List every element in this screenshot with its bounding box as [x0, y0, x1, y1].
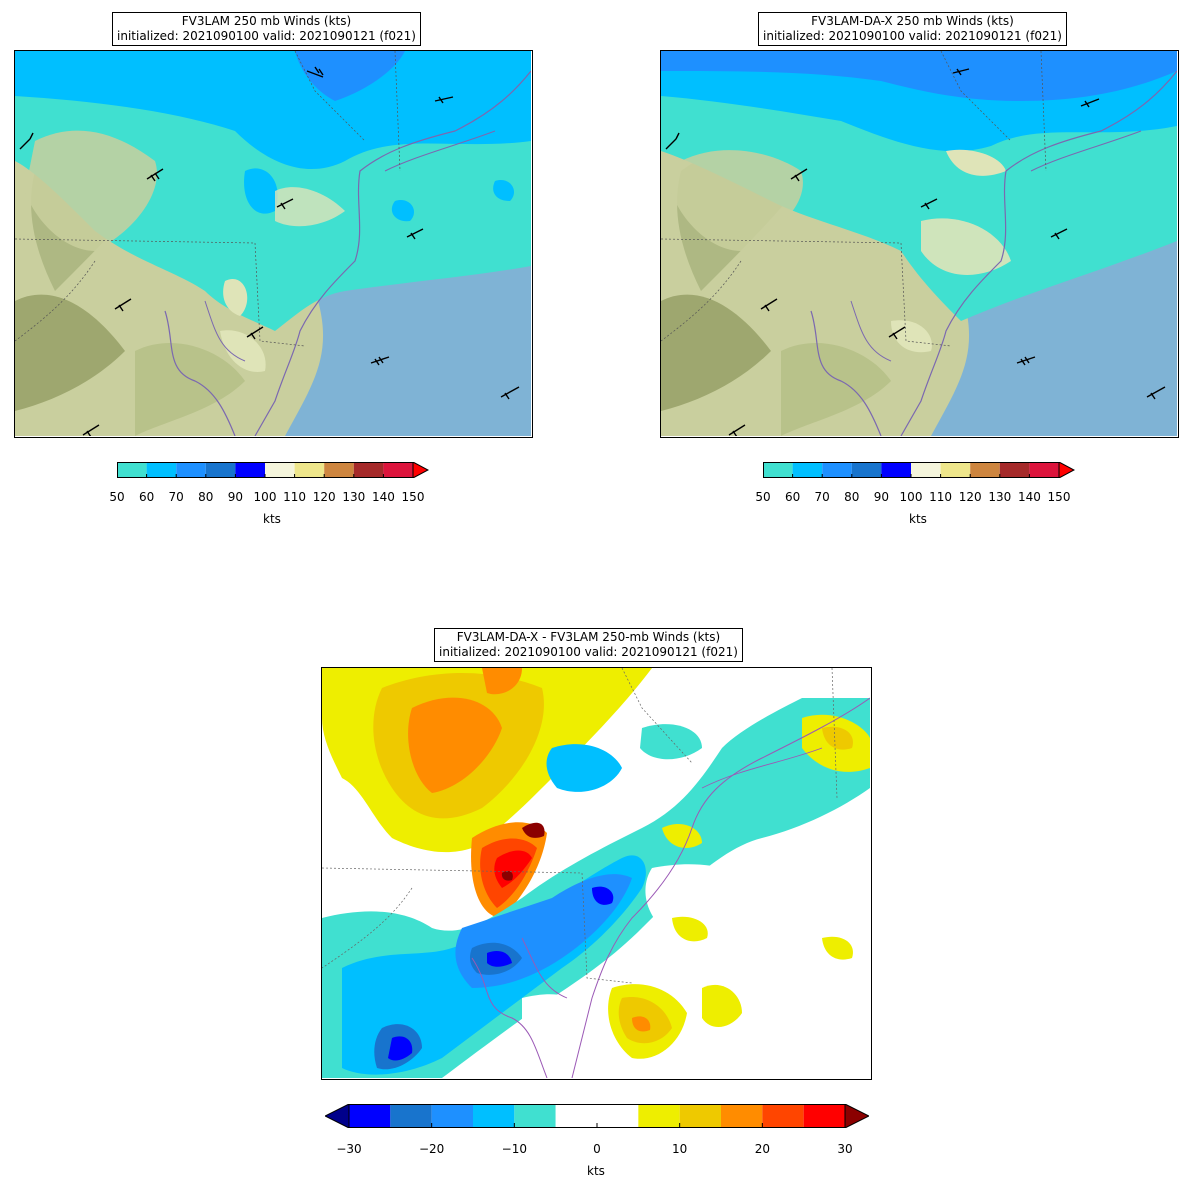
colorbar-tick-label: 110 — [283, 490, 307, 504]
colorbar-tick-label: 140 — [371, 490, 395, 504]
colorbar-segment — [803, 1104, 845, 1128]
colorbar-segment — [353, 462, 384, 478]
wind-barbs — [665, 68, 1166, 436]
panel2-map — [660, 50, 1179, 438]
colorbar-segment — [597, 1104, 639, 1128]
colorbar-tick-label: 140 — [1017, 490, 1041, 504]
panel3-colorbar-unit: kts — [587, 1164, 605, 1178]
colorbar-tick-label: 10 — [672, 1142, 688, 1156]
colorbar-tick-label: 100 — [899, 490, 923, 504]
colorbar-tick-label: 120 — [958, 490, 982, 504]
colorbar-segment — [940, 462, 971, 478]
colorbar-tick-label: 150 — [401, 490, 425, 504]
colorbar-segment — [970, 462, 1000, 478]
colorbar-segment — [235, 462, 265, 478]
colorbar-extend-low — [323, 1103, 350, 1129]
panel2-title: FV3LAM-DA-X 250 mb Winds (kts) initializ… — [758, 12, 1067, 46]
colorbar-tick-label: 70 — [168, 490, 184, 504]
colorbar-tick-label: −10 — [501, 1142, 527, 1156]
colorbar-tick-label: 0 — [593, 1142, 601, 1156]
colorbar-segment — [146, 462, 177, 478]
panel1-colorbar — [116, 461, 430, 479]
colorbar-segment — [383, 462, 413, 478]
colorbar-tick-label: 110 — [929, 490, 953, 504]
colorbar-segment — [176, 462, 206, 478]
colorbar-segment — [294, 462, 325, 478]
colorbar-segment — [762, 1104, 804, 1128]
colorbar-segment — [555, 1104, 597, 1128]
colorbar-tick-label: 100 — [253, 490, 277, 504]
colorbar-segment — [911, 462, 941, 478]
colorbar-segment — [792, 462, 823, 478]
panel2-colorbar — [762, 461, 1076, 479]
colorbar-segment — [881, 462, 911, 478]
panel1-map — [14, 50, 533, 438]
colorbar-tick-label: 60 — [784, 490, 801, 504]
colorbar-extend-high — [412, 461, 430, 479]
colorbar-tick-label: 60 — [138, 490, 155, 504]
panel3-title: FV3LAM-DA-X - FV3LAM 250-mb Winds (kts) … — [434, 628, 743, 662]
colorbar-extend-high — [1058, 461, 1076, 479]
colorbar-segment — [679, 1104, 721, 1128]
colorbar-tick-label: −20 — [418, 1142, 445, 1156]
colorbar-tick-label: 90 — [873, 490, 890, 504]
colorbar-segment — [117, 462, 147, 478]
colorbar-tick-label: 90 — [227, 490, 244, 504]
colorbar-segment — [514, 1104, 556, 1128]
colorbar-segment — [205, 462, 236, 478]
panel2-colorbar-unit: kts — [909, 512, 927, 526]
colorbar-tick-label: −30 — [336, 1142, 362, 1156]
colorbar-segment — [999, 462, 1030, 478]
colorbar-segment — [431, 1104, 473, 1128]
colorbar-tick-label: 150 — [1047, 490, 1071, 504]
colorbar-segment — [851, 462, 882, 478]
colorbar-extend-high — [844, 1103, 871, 1129]
colorbar-segment — [265, 462, 295, 478]
colorbar-tick-label: 70 — [814, 490, 830, 504]
colorbar-tick-label: 20 — [754, 1142, 770, 1156]
colorbar-segment — [763, 462, 793, 478]
colorbar-segment — [390, 1104, 432, 1128]
colorbar-tick-label: 120 — [312, 490, 336, 504]
colorbar-segment — [324, 462, 354, 478]
colorbar-tick-label: 50 — [755, 490, 771, 504]
colorbar-tick-label: 130 — [988, 490, 1012, 504]
colorbar-segment — [1029, 462, 1059, 478]
colorbar-segment — [638, 1104, 680, 1128]
wind-barbs — [19, 66, 520, 436]
panel1-colorbar-unit: kts — [263, 512, 281, 526]
colorbar-tick-label: 80 — [844, 490, 860, 504]
colorbar-segment — [721, 1104, 763, 1128]
colorbar-segment — [349, 1104, 391, 1128]
colorbar-tick-label: 130 — [342, 490, 366, 504]
colorbar-segment — [473, 1104, 515, 1128]
colorbar-segment — [822, 462, 852, 478]
panel3-map — [321, 667, 872, 1080]
colorbar-tick-label: 50 — [109, 490, 125, 504]
colorbar-tick-label: 30 — [837, 1142, 853, 1156]
colorbar-tick-label: 80 — [198, 490, 214, 504]
panel3-colorbar — [323, 1103, 871, 1129]
panel1-title: FV3LAM 250 mb Winds (kts) initialized: 2… — [112, 12, 421, 46]
